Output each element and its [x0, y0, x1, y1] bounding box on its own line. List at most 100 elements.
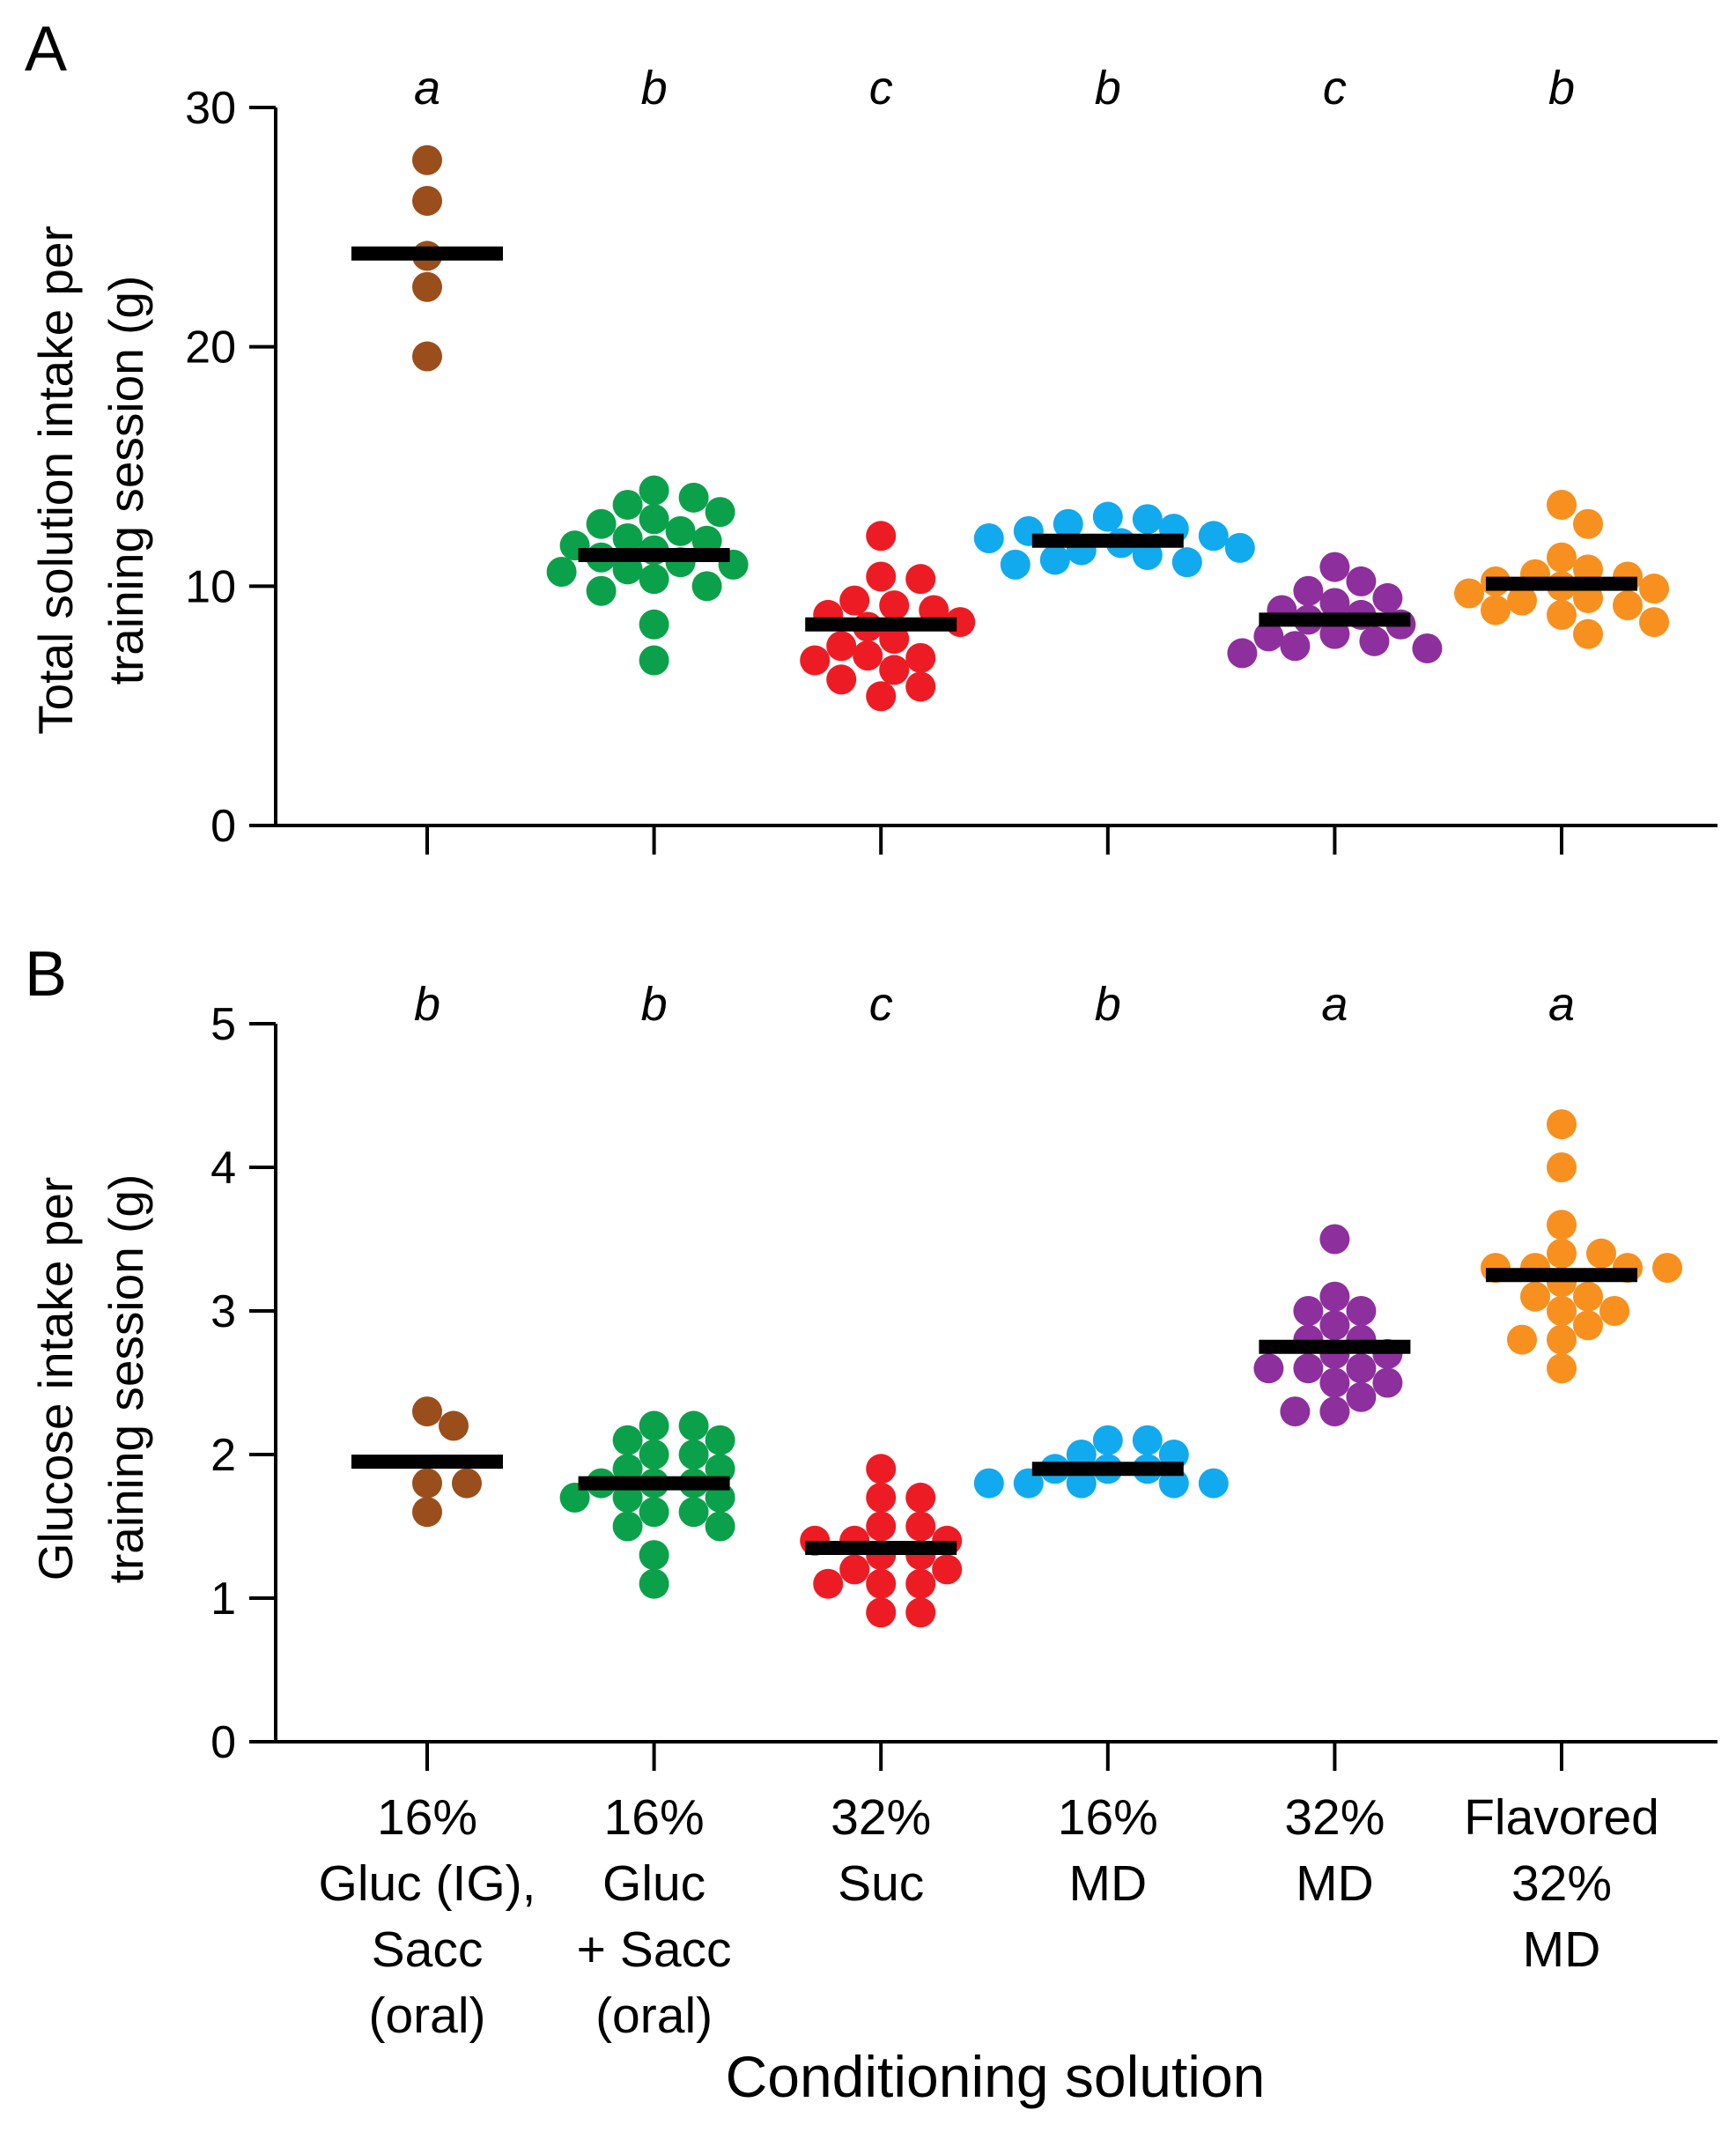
panel-a-data-point	[678, 482, 709, 513]
panel-b-y-tick-label: 1	[211, 1573, 236, 1625]
panel-b-data-point	[1132, 1425, 1163, 1455]
x-category-labels: 16% Gluc (IG), Sacc (oral) 16% Gluc + Sacc (ora…	[318, 1789, 1658, 2044]
panel-b-data-point	[678, 1410, 709, 1441]
panel-a-data-point	[1198, 521, 1229, 552]
panel-a-data-point	[639, 645, 669, 676]
panel-b-data-point	[905, 1597, 936, 1628]
panel-b-data-point	[1293, 1353, 1324, 1384]
panel-a-data-point	[412, 144, 442, 175]
panel-a-data-point	[639, 609, 669, 640]
panel-b-significance-letter: b	[414, 978, 440, 1031]
panel-a-data-point	[412, 341, 442, 372]
panel-b-y-tick-label: 4	[211, 1143, 236, 1194]
panel-b-data-point	[866, 1482, 897, 1513]
panel-a-significance-letter: c	[1323, 62, 1347, 115]
x-axis-label: Conditioning solution	[726, 2044, 1266, 2109]
panel-a-data-point	[839, 585, 870, 616]
panel-b-significance-letter: a	[1548, 978, 1575, 1031]
panel-a-data-point	[1132, 504, 1163, 535]
panel-b-data-point	[905, 1568, 936, 1599]
panel-a-data-point	[1319, 552, 1350, 582]
panel-b-data-point	[1319, 1396, 1350, 1427]
x-category-label-line: Flavored	[1464, 1789, 1659, 1846]
panel-b-data-point	[905, 1511, 936, 1542]
panel-a-letter: A	[25, 14, 67, 85]
panel-a-data-point	[1092, 501, 1123, 532]
panel-a-data-point	[412, 185, 442, 216]
panel-b-letter: B	[25, 939, 67, 1010]
panel-b-data-point	[612, 1425, 643, 1455]
panel-b-data-point	[412, 1396, 442, 1427]
panel-b-significance-letter: b	[641, 978, 668, 1031]
panel-a-data-point	[1547, 489, 1577, 520]
x-category-label-line: 16%	[1058, 1789, 1158, 1846]
x-category-label-line: 16%	[604, 1789, 705, 1846]
panel-a-ylabel-line-1: Total solution intake per	[28, 226, 83, 735]
panel-b-data-point	[1280, 1396, 1311, 1427]
panel-a-data-point	[612, 489, 643, 520]
panel-a: A Total solution intake per training ses…	[25, 14, 1718, 855]
panel-a-data-point	[1319, 588, 1350, 618]
panel-b-data-point	[1253, 1353, 1284, 1384]
panel-a-data-point	[826, 631, 857, 662]
panel-b-data-point	[1319, 1281, 1350, 1312]
panel-b-ylabel-line-2: training session (g)	[99, 1174, 153, 1584]
panel-a-data-point	[691, 571, 722, 602]
panel-b-y-tick-label: 3	[211, 1286, 236, 1337]
panel-a-data-point	[412, 271, 442, 302]
panel-a-data-point	[1000, 549, 1031, 580]
x-category-label-line: 32%	[831, 1789, 931, 1846]
panel-b-data-point	[839, 1554, 870, 1585]
panel-a-significance-letter: a	[414, 62, 440, 115]
panel-a-data-point	[1507, 585, 1537, 616]
x-category-label-line: Gluc (IG),	[318, 1855, 536, 1912]
panel-a-data-point	[546, 557, 577, 588]
panel-a-data-point	[879, 590, 910, 621]
panel-a-data-point	[800, 645, 831, 676]
panel-a-data-point	[1639, 607, 1669, 638]
panel-b-data-point	[1547, 1353, 1577, 1384]
panel-a-data-point	[1481, 595, 1511, 626]
panel-b-data-point	[1346, 1381, 1377, 1412]
panel-b-data-point	[412, 1468, 442, 1499]
x-category-label-line: 32%	[1511, 1855, 1612, 1912]
panel-a-data-point	[905, 564, 936, 595]
panel-b-data-point	[1319, 1310, 1350, 1341]
panel-b-data-point	[639, 1440, 669, 1470]
panel-a-y-tick-label: 10	[185, 561, 236, 612]
panel-a-data-point	[1253, 621, 1284, 652]
panel-b-data-point	[1319, 1367, 1350, 1398]
panel-a-data-point	[612, 523, 643, 553]
panel-a-ylabel-line-2: training session (g)	[99, 276, 153, 685]
panel-b-data-point	[1346, 1296, 1377, 1326]
panel-a-significance-letter: b	[1095, 62, 1121, 115]
panel-b-data-point	[932, 1554, 963, 1585]
panel-a-data-point	[973, 523, 1004, 553]
panel-b-data-point	[866, 1568, 897, 1599]
panel-a-data-point	[866, 681, 897, 712]
panel-a-data-point	[705, 497, 735, 528]
panel-a-data-point	[1171, 547, 1202, 578]
panel-a-data-point	[1547, 542, 1577, 573]
panel-b-significance-letter: b	[1095, 978, 1121, 1031]
x-category-label-line: MD	[1523, 1921, 1601, 1978]
panel-b-data-point	[439, 1410, 469, 1441]
x-category-label-line: MD	[1296, 1855, 1374, 1912]
panel-b-data-point	[612, 1511, 643, 1542]
panel-a-data-point	[853, 640, 883, 671]
panel-b-data-point	[639, 1540, 669, 1571]
x-category-label-line: 32%	[1284, 1789, 1385, 1846]
panel-a-data-point	[1573, 618, 1603, 649]
panel-b-data-point	[1198, 1468, 1229, 1499]
panel-b-data-point	[1573, 1281, 1603, 1312]
panel-b-significance-letter: c	[869, 978, 893, 1031]
x-category-label-line: MD	[1068, 1855, 1147, 1912]
panel-b-data-point	[639, 1497, 669, 1528]
panel-b-y-tick-label: 5	[211, 999, 236, 1050]
panel-b-y-tick-label: 0	[211, 1717, 236, 1768]
panel-a-y-axis-label: Total solution intake per training sessi…	[28, 226, 153, 735]
panel-b-data-point	[1346, 1353, 1377, 1384]
x-category-label-line: Sacc	[372, 1921, 484, 1978]
panel-b-data-point	[705, 1425, 735, 1455]
panel-b-data-point	[973, 1468, 1004, 1499]
